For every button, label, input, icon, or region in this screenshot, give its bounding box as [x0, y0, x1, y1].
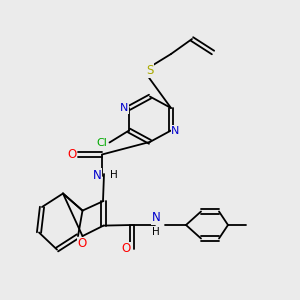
- Text: O: O: [68, 148, 76, 161]
- Text: N: N: [171, 125, 180, 136]
- Text: Cl: Cl: [97, 137, 107, 148]
- Text: N: N: [120, 103, 129, 113]
- Text: N: N: [93, 169, 102, 182]
- Text: H: H: [110, 170, 117, 181]
- Text: S: S: [146, 64, 154, 77]
- Text: N: N: [152, 211, 160, 224]
- Text: H: H: [152, 226, 160, 237]
- Text: O: O: [122, 242, 130, 256]
- Text: O: O: [78, 237, 87, 250]
